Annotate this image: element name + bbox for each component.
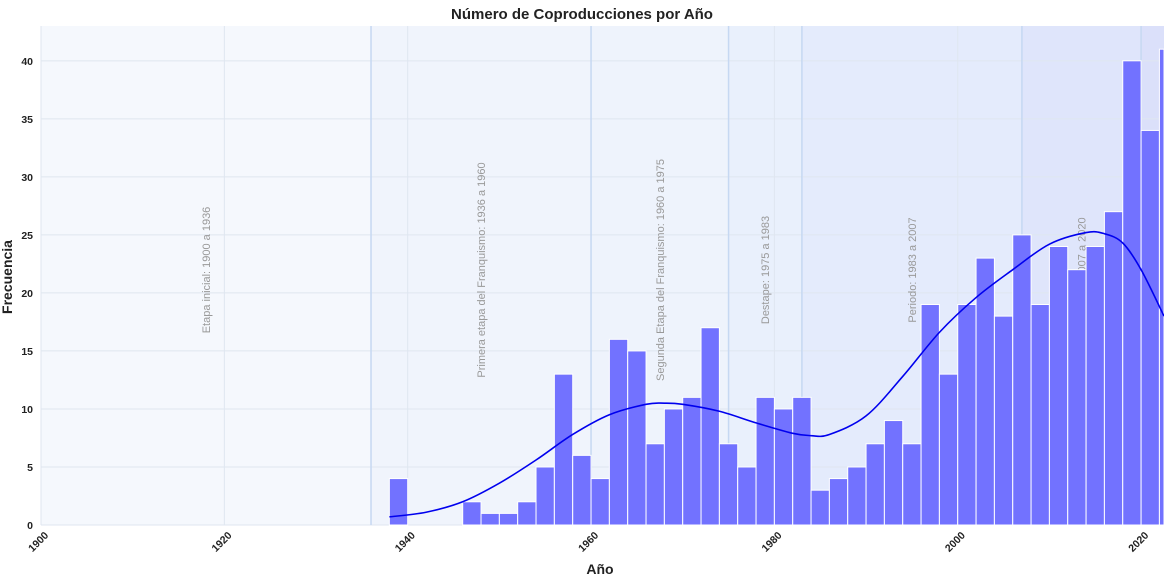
histogram-bar — [663, 408, 684, 526]
y-tick-label: 35 — [21, 114, 33, 126]
y-tick-label: 15 — [21, 346, 33, 358]
x-tick-label: 1920 — [209, 530, 234, 555]
histogram-bar — [1048, 245, 1069, 526]
period-label: Periodo: 1983 a 2007 — [907, 217, 919, 322]
histogram-bar — [480, 512, 500, 526]
histogram-bar — [1085, 245, 1105, 526]
histogram-bar — [737, 466, 757, 526]
histogram-bar — [1030, 304, 1050, 526]
period-label: Segunda Etapa del Franquismo: 1960 a 197… — [655, 159, 667, 381]
histogram-bar — [462, 501, 482, 526]
kde-curve — [389, 230, 1164, 518]
y-axis-label: Frecuencia — [0, 240, 15, 314]
histogram-bar — [608, 338, 629, 526]
y-tick-label: 0 — [27, 520, 33, 532]
histogram-bar — [700, 327, 720, 526]
y-tick-label: 10 — [21, 404, 33, 416]
x-tick-label: 1900 — [26, 530, 51, 555]
histogram-bar — [993, 315, 1014, 526]
y-tick-label: 40 — [21, 56, 33, 68]
histogram-bar — [828, 478, 849, 526]
histogram-bar — [1158, 48, 1164, 526]
histogram-bar — [975, 257, 995, 526]
x-tick-label: 1980 — [760, 530, 785, 555]
histogram-bar — [718, 443, 739, 526]
period-label: Etapa inicial: 1900 a 1936 — [201, 207, 213, 334]
y-tick-label: 5 — [27, 462, 33, 474]
histogram-bar — [810, 489, 830, 526]
x-tick-labels: 1900 1920 1940 1960 1980 2000 2020 — [26, 530, 1151, 555]
chart-title: Número de Coproducciones por Año — [451, 6, 713, 23]
histogram-bar — [1067, 269, 1087, 526]
period-labels: Etapa inicial: 1900 a 1936 Primera etapa … — [201, 159, 1088, 381]
histogram-bar — [792, 396, 812, 526]
histogram-bar — [957, 304, 977, 526]
histogram-bar — [590, 478, 610, 526]
histogram-bar — [920, 304, 940, 526]
histogram-bar — [902, 443, 922, 526]
histogram-bar — [883, 420, 904, 526]
histogram-bar — [1140, 129, 1160, 526]
histogram-bar — [645, 443, 665, 526]
x-tick-label: 1940 — [393, 530, 418, 555]
x-tick-label: 1960 — [576, 530, 601, 555]
histogram-bar — [388, 478, 409, 526]
histogram-bar — [517, 501, 537, 526]
period-label: Destape: 1975 a 1983 — [760, 216, 772, 324]
histogram-bar — [1122, 60, 1142, 526]
histogram-bar — [553, 373, 574, 526]
histogram-bar — [755, 396, 775, 526]
histogram-bar — [682, 396, 702, 526]
histogram-bar — [1012, 234, 1032, 526]
histogram-bar — [938, 373, 959, 526]
bars — [388, 48, 1164, 526]
period-label: Primera etapa del Franquismo: 1936 a 196… — [476, 162, 488, 377]
x-axis-label: Año — [586, 561, 613, 577]
histogram-bar — [572, 454, 592, 526]
y-tick-label: 25 — [21, 230, 33, 242]
histogram-bar — [847, 466, 867, 526]
y-tick-label: 30 — [21, 172, 33, 184]
histogram-bar — [773, 408, 794, 526]
histogram-bar — [498, 512, 519, 526]
y-tick-label: 20 — [21, 288, 33, 300]
histogram-bar — [865, 443, 885, 526]
x-tick-label: 2000 — [943, 530, 968, 555]
y-tick-labels: 0 5 10 15 20 25 30 35 40 — [21, 56, 33, 532]
histogram-bar — [535, 466, 555, 526]
period-band — [41, 26, 372, 525]
histogram-bar — [1103, 211, 1124, 526]
histogram-bar — [627, 350, 647, 526]
x-tick-label: 2020 — [1126, 530, 1151, 555]
